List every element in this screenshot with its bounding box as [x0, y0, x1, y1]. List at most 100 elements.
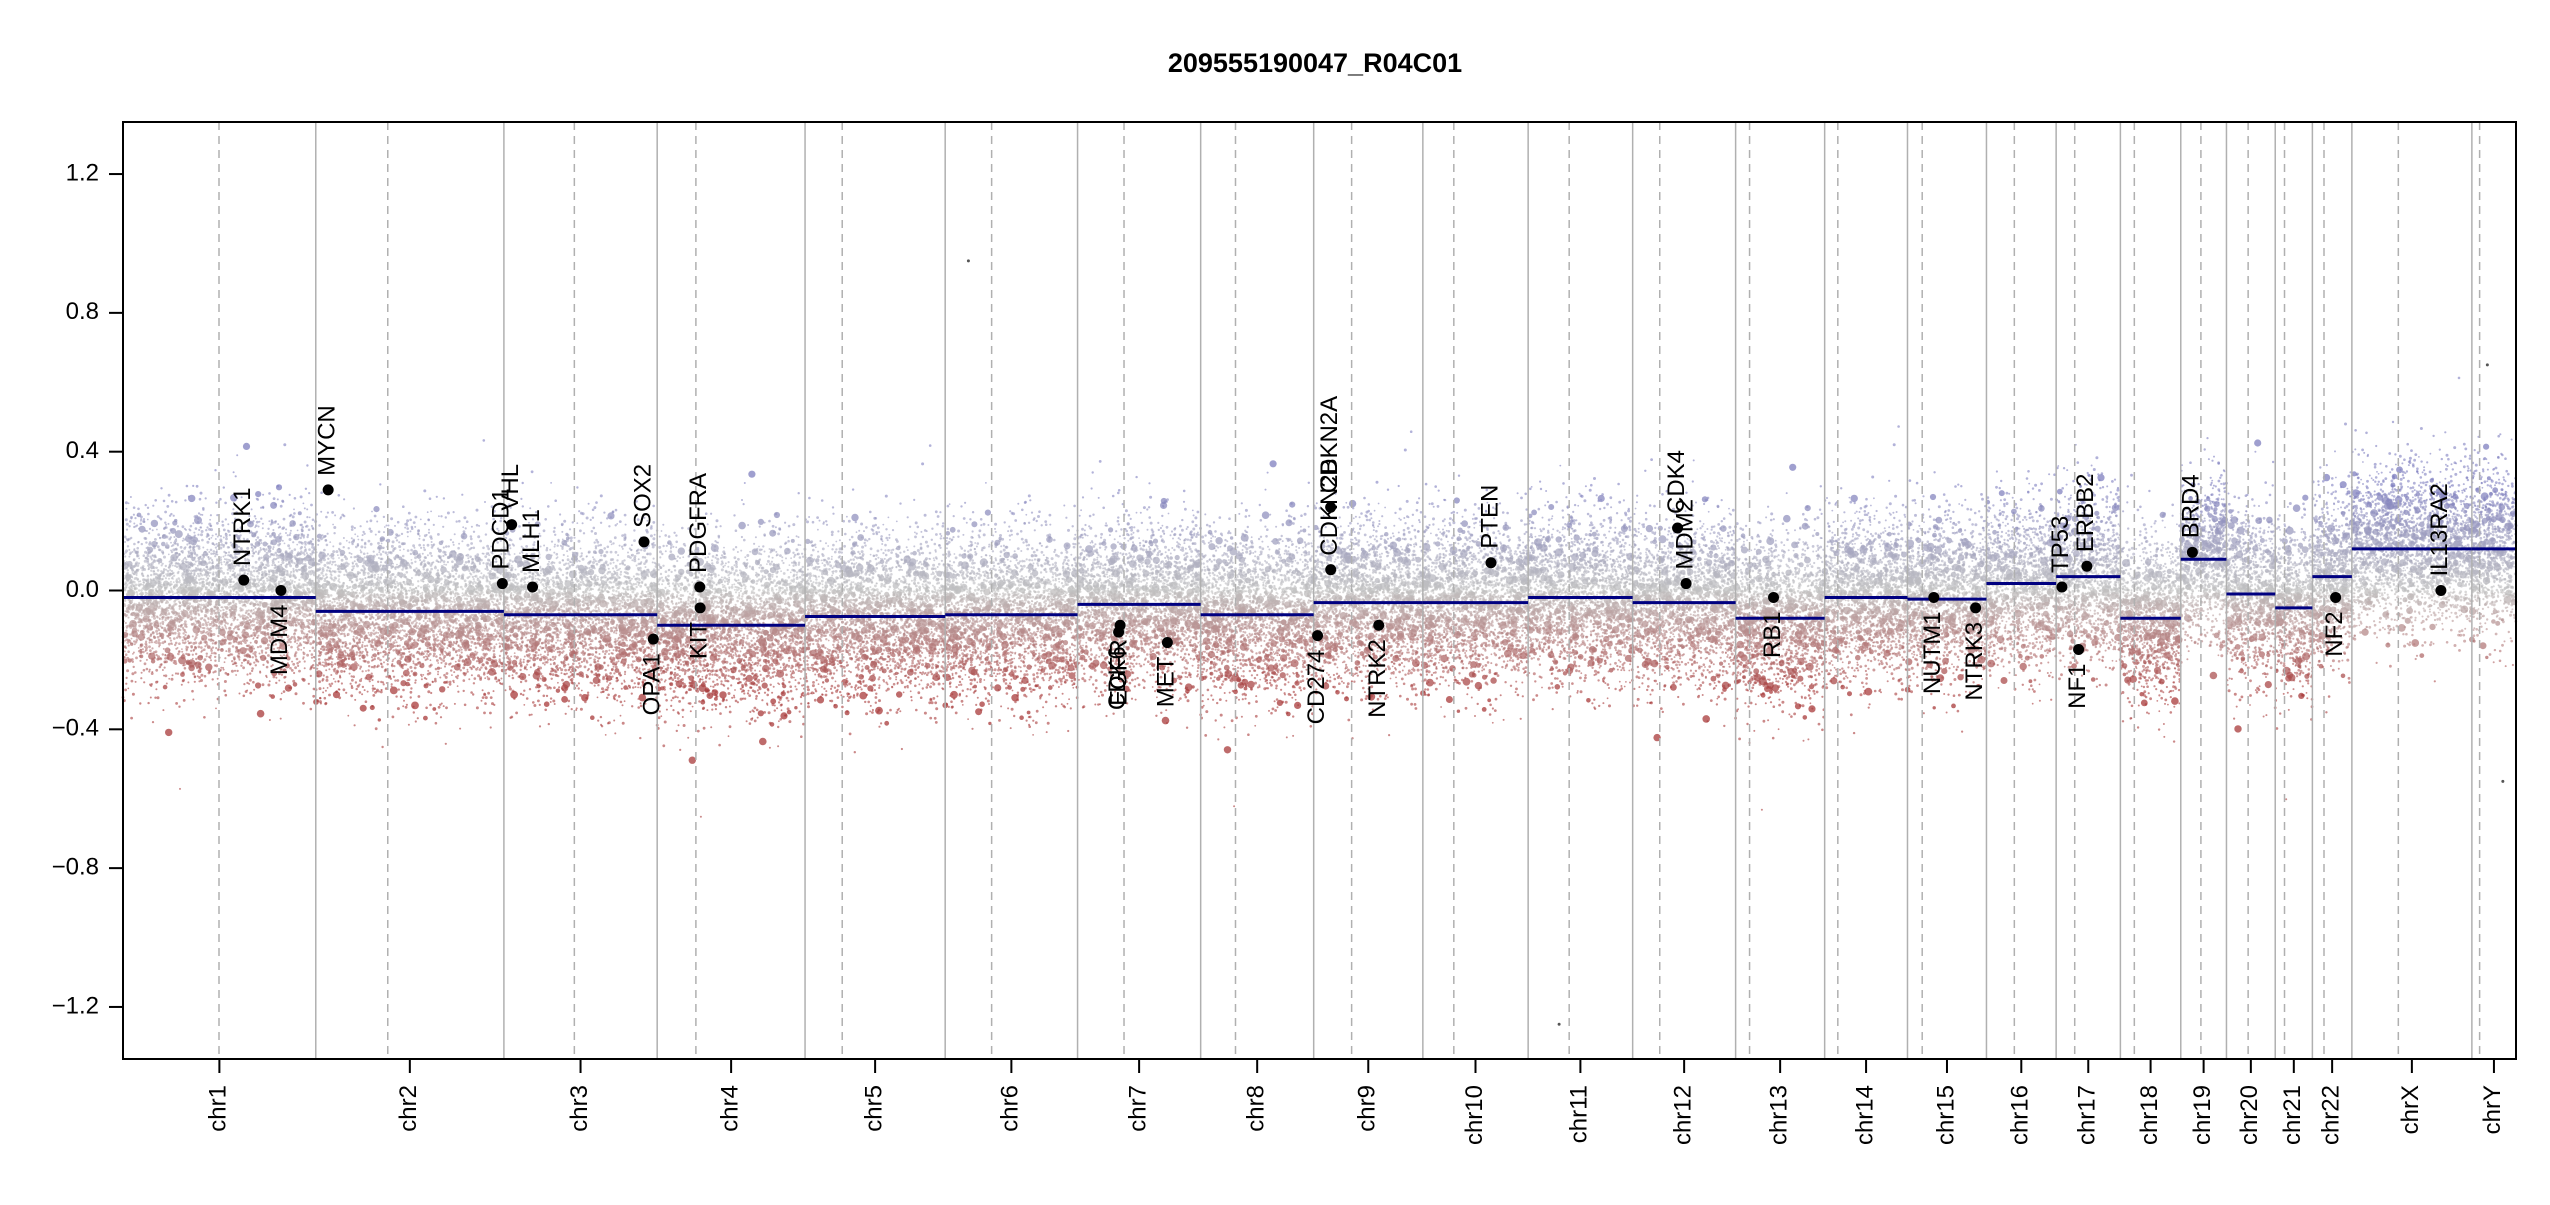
probe-point — [128, 502, 130, 504]
probe-point — [377, 681, 379, 683]
probe-point — [194, 613, 197, 616]
probe-point — [222, 612, 224, 614]
probe-point — [180, 566, 183, 569]
probe-point — [184, 620, 187, 623]
probe-point — [297, 639, 300, 642]
probe-point — [124, 650, 126, 652]
probe-point — [138, 647, 140, 649]
probe-point — [220, 570, 223, 573]
probe-point — [147, 608, 149, 610]
probe-point — [419, 593, 421, 595]
probe-point — [152, 631, 155, 634]
probe-point — [150, 685, 152, 687]
probe-point — [152, 505, 154, 507]
probe-point — [262, 664, 264, 666]
probe-point — [243, 573, 245, 575]
probe-point — [177, 572, 180, 575]
probe-point — [187, 616, 189, 618]
probe-point — [253, 648, 255, 650]
probe-point — [176, 578, 178, 580]
probe-point — [248, 655, 251, 658]
probe-point — [465, 527, 467, 529]
probe-point — [328, 694, 331, 697]
probe-point — [152, 585, 155, 588]
probe-point — [271, 553, 273, 555]
probe-point — [163, 575, 166, 578]
probe-point — [304, 667, 306, 669]
probe-point — [150, 570, 152, 572]
probe-point — [236, 619, 238, 621]
probe-point — [176, 556, 178, 558]
probe-point — [158, 629, 160, 631]
probe-point — [179, 629, 181, 631]
probe-point — [240, 665, 242, 667]
probe-point — [198, 529, 200, 531]
probe-point — [126, 579, 129, 582]
probe-point — [309, 591, 311, 593]
probe-point — [272, 548, 274, 550]
probe-point — [477, 595, 479, 597]
probe-point — [195, 658, 197, 660]
probe-point — [146, 580, 148, 582]
probe-point — [408, 590, 410, 592]
probe-point — [303, 652, 306, 655]
probe-point — [135, 561, 138, 564]
probe-point — [171, 577, 173, 579]
probe-point — [220, 610, 222, 612]
probe-point — [162, 609, 165, 612]
probe-point — [202, 599, 204, 601]
probe-point — [235, 606, 237, 608]
probe-point — [255, 614, 257, 616]
probe-point — [175, 501, 178, 504]
probe-point — [206, 655, 208, 657]
probe-point — [410, 553, 412, 555]
probe-point — [138, 611, 141, 614]
probe-point — [278, 548, 280, 550]
probe-point — [201, 530, 204, 533]
probe-point — [462, 526, 464, 528]
probe-point — [301, 572, 303, 574]
probe-point — [147, 547, 153, 553]
probe-point — [215, 664, 218, 667]
probe-point — [187, 564, 189, 566]
probe-point — [442, 626, 445, 629]
probe-point — [379, 594, 381, 596]
probe-point — [188, 528, 190, 530]
probe-point — [265, 582, 267, 584]
probe-point — [174, 519, 177, 522]
probe-point — [246, 673, 248, 675]
probe-point — [449, 625, 452, 628]
probe-point — [130, 589, 132, 591]
probe-point — [306, 642, 309, 645]
probe-point — [302, 678, 305, 681]
probe-point — [211, 621, 214, 624]
probe-point — [258, 557, 260, 559]
probe-point — [195, 611, 197, 613]
probe-point — [307, 534, 309, 536]
probe-point — [145, 594, 147, 596]
probe-point — [461, 540, 463, 542]
probe-point — [136, 547, 139, 550]
probe-point — [267, 528, 269, 530]
probe-point — [223, 537, 225, 539]
probe-point — [429, 552, 432, 555]
probe-point — [294, 576, 297, 579]
probe-point — [181, 610, 183, 612]
probe-point — [259, 594, 261, 596]
probe-point — [212, 553, 214, 555]
probe-point — [208, 561, 211, 564]
probe-point — [226, 591, 229, 594]
probe-point — [301, 528, 303, 530]
probe-point — [157, 569, 160, 572]
probe-point — [245, 586, 247, 588]
probe-point — [131, 672, 134, 675]
probe-point — [288, 687, 290, 689]
probe-point — [191, 551, 194, 554]
probe-point — [156, 567, 158, 569]
probe-point — [433, 524, 435, 526]
probe-point — [262, 580, 265, 583]
probe-point — [213, 606, 216, 609]
probe-point — [286, 584, 288, 586]
probe-point — [268, 492, 271, 495]
probe-point — [153, 579, 155, 581]
